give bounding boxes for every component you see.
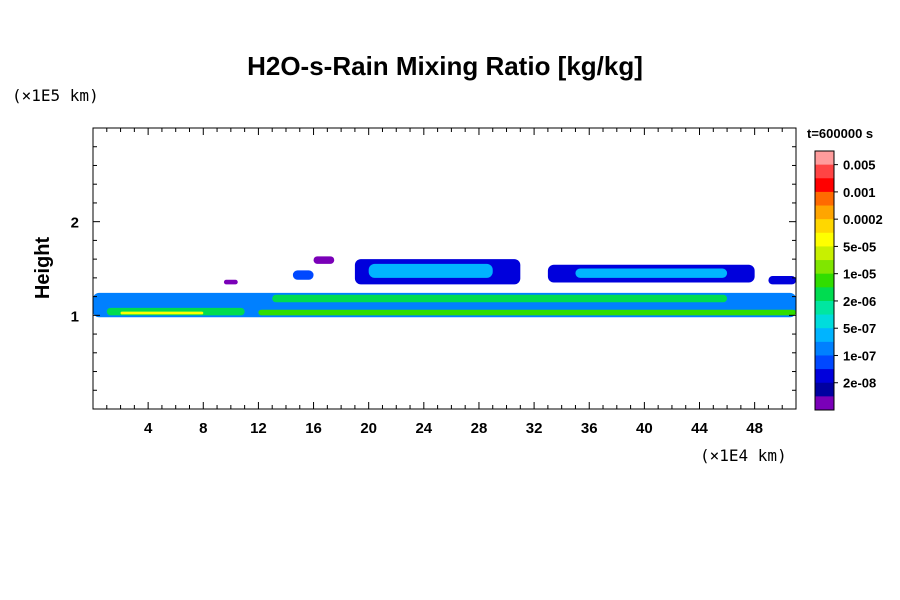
colorbar-swatch [815, 151, 834, 166]
x-tick-label: 16 [305, 420, 322, 437]
colorbar-frame [814, 150, 835, 411]
colorbar-swatch [815, 341, 834, 356]
field-region [223, 279, 238, 285]
x-tick-label: 24 [415, 420, 432, 437]
field-region [768, 275, 796, 285]
colorbar-swatch [815, 219, 834, 234]
colorbar-time-label: t=600000 s [807, 126, 873, 141]
colorbar-swatch [815, 178, 834, 193]
colorbar-label: 1e-07 [843, 348, 876, 363]
colorbar-swatch [815, 246, 834, 261]
colorbar-swatch [815, 396, 834, 411]
y-axis-label: Height [32, 237, 54, 300]
x-tick-label: 32 [526, 420, 543, 437]
colorbar-swatch [815, 382, 834, 397]
colorbar-swatch [815, 164, 834, 179]
x-tick-label: 4 [144, 420, 153, 437]
colorbar: 0.005 0.001 0.0002 5e-05 1e-05 2e-06 5e-07 1e-0… [814, 150, 883, 411]
colorbar-swatch [815, 287, 834, 302]
y-tick-label: 1 [71, 308, 79, 325]
colorbar-label: 0.005 [843, 158, 876, 173]
x-scale-label: (×1E4 km) [700, 446, 787, 465]
colorbar-swatch [815, 300, 834, 315]
x-tick-label: 40 [636, 420, 653, 437]
colorbar-label: 0.001 [843, 185, 876, 200]
colorbar-swatch [815, 260, 834, 275]
colorbar-label: 5e-07 [843, 321, 876, 336]
field-region [120, 311, 204, 315]
field-region [368, 263, 493, 278]
y-tick-label: 2 [71, 215, 79, 232]
plot-area [93, 256, 797, 318]
x-tick-label: 12 [250, 420, 267, 437]
colorbar-label: 5e-05 [843, 239, 876, 254]
field-region [575, 268, 728, 278]
x-tick-label: 28 [471, 420, 488, 437]
field-region [313, 256, 335, 264]
field-region [292, 270, 314, 280]
colorbar-swatch [815, 369, 834, 384]
chart-title: H2O-s-Rain Mixing Ratio [kg/kg] [247, 51, 643, 81]
colorbar-swatch [815, 205, 834, 220]
y-scale-label: (×1E5 km) [12, 86, 99, 105]
x-tick-label: 36 [581, 420, 598, 437]
colorbar-swatch [815, 328, 834, 343]
field-region [272, 294, 728, 303]
x-tick-label: 48 [746, 420, 763, 437]
x-tick-label: 8 [199, 420, 207, 437]
colorbar-swatch [815, 232, 834, 247]
colorbar-swatch [815, 355, 834, 370]
colorbar-swatch [815, 191, 834, 206]
colorbar-label: 2e-08 [843, 376, 876, 391]
colorbar-label: 2e-06 [843, 294, 876, 309]
x-tick-label: 20 [360, 420, 377, 437]
colorbar-label: 1e-05 [843, 267, 876, 282]
field-region [258, 309, 797, 316]
colorbar-label: 0.0002 [843, 212, 883, 227]
plot-frame [92, 127, 797, 410]
colorbar-swatch [815, 314, 834, 329]
colorbar-swatch [815, 273, 834, 288]
x-tick-label: 44 [691, 420, 708, 437]
